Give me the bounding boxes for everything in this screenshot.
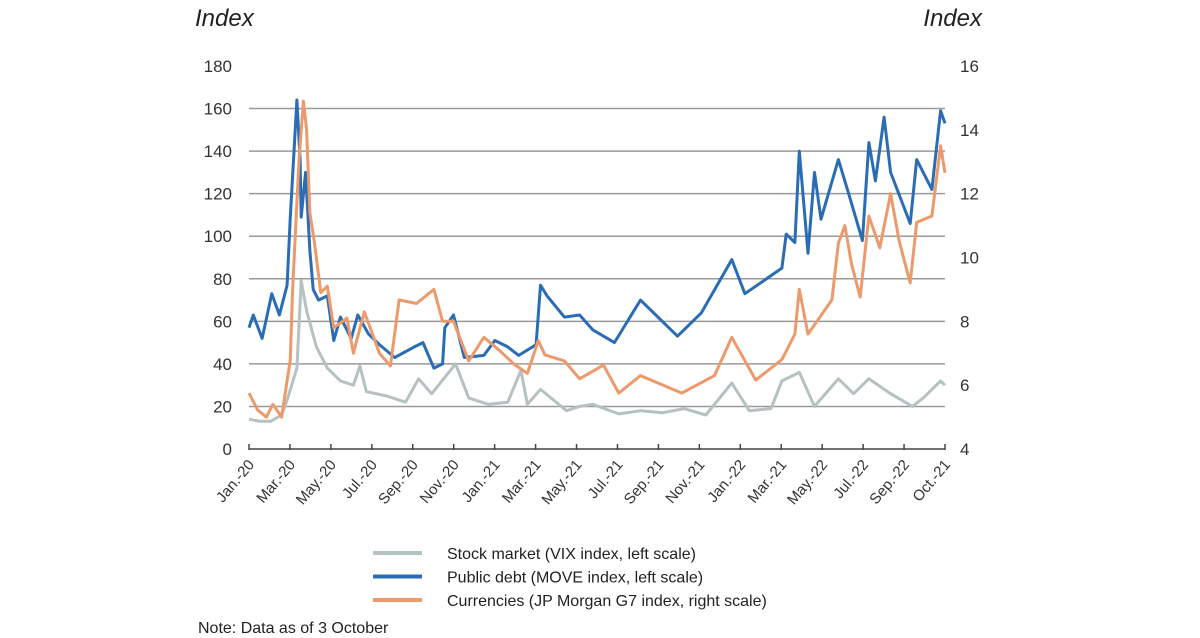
left-axis-ticks: 0 20 40 60 80 100 120 140 160 180	[204, 57, 232, 459]
chart-note: Note: Data as of 3 October	[198, 620, 389, 637]
left-tick-label: 20	[213, 397, 232, 416]
x-tick-label: Nov.-20	[417, 457, 463, 507]
right-tick-label: 16	[960, 57, 979, 76]
x-tick-label: Jan.-21	[459, 457, 504, 506]
legend-label: Currencies (JP Morgan G7 index, right sc…	[447, 593, 767, 610]
right-axis-ticks: 4 6 8 10 12 14 16	[960, 57, 979, 459]
right-tick-label: 4	[960, 440, 969, 459]
left-tick-label: 180	[204, 57, 232, 76]
legend-label: Stock market (VIX index, left scale)	[447, 546, 696, 563]
left-tick-label: 120	[204, 185, 232, 204]
x-tick-label: May.-21	[538, 457, 585, 509]
right-tick-label: 8	[960, 312, 969, 331]
right-tick-label: 6	[960, 376, 969, 395]
x-tick-label: Mar.-20	[253, 457, 299, 507]
x-tick-label: Sep.-22	[866, 457, 913, 508]
x-tick-label: Mar.-21	[499, 457, 545, 507]
x-tick-label: Jan.-20	[213, 457, 258, 506]
left-tick-label: 40	[213, 355, 232, 374]
x-tick-label: Jan.-22	[704, 457, 749, 506]
legend: Stock market (VIX index, left scale) Publ…	[373, 546, 767, 610]
x-tick-label: Jul.-21	[585, 457, 627, 502]
right-axis-title: Index	[923, 5, 983, 32]
x-tick-label: Sep.-20	[375, 457, 422, 508]
right-tick-label: 14	[960, 121, 979, 140]
series-line-g7	[247, 99, 947, 419]
x-tick-label: Sep.-21	[621, 457, 668, 508]
series-lines	[247, 98, 947, 423]
left-tick-label: 140	[204, 142, 232, 161]
series-line-move	[247, 98, 947, 370]
series-line-vix	[248, 279, 947, 423]
x-tick-label: Jul.-20	[339, 457, 381, 502]
left-tick-label: 60	[213, 312, 232, 331]
left-axis-title: Index	[195, 5, 255, 32]
x-tick-label: Jul.-22	[830, 457, 872, 502]
left-tick-label: 160	[204, 100, 232, 119]
x-tick-label: Nov.-21	[662, 457, 708, 507]
x-tick-label: Oct.-21	[909, 457, 954, 506]
left-tick-label: 0	[223, 440, 232, 459]
left-tick-label: 80	[213, 270, 232, 289]
right-tick-label: 12	[960, 185, 979, 204]
x-axis: Jan.-20Mar.-20May.-20Jul.-20Sep.-20Nov.-…	[213, 444, 954, 508]
x-tick-label: May.-22	[784, 457, 831, 509]
x-tick-label: May.-20	[293, 457, 340, 509]
right-tick-label: 10	[960, 249, 979, 268]
gridlines	[249, 107, 945, 408]
legend-label: Public debt (MOVE index, left scale)	[447, 570, 703, 587]
left-tick-label: 100	[204, 227, 232, 246]
x-tick-label: Mar.-21	[745, 457, 791, 507]
